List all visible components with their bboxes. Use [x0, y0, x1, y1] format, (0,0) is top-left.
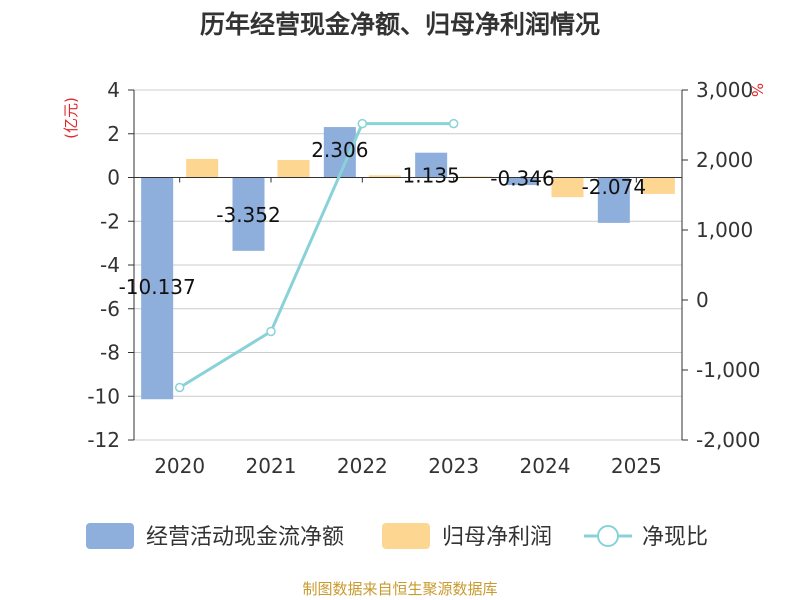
data-label: -3.352 — [216, 203, 280, 227]
bar-cash-flow — [232, 177, 265, 251]
data-labels-group: -10.137 -3.352 2.306 1.135 -0.346 -2.074 — [119, 138, 647, 299]
bars-group — [141, 127, 675, 400]
left-tick-label: -4 — [100, 253, 120, 277]
right-tick-label: 2,000 — [696, 148, 753, 172]
data-label: -10.137 — [119, 275, 196, 299]
right-tick-label: 0 — [696, 288, 709, 312]
left-tick-label: -2 — [100, 209, 120, 233]
x-tick-label: 2021 — [246, 454, 297, 478]
legend-label: 归母净利润 — [442, 525, 552, 550]
right-axis-unit: % — [748, 83, 766, 97]
data-label: 2.306 — [311, 138, 368, 162]
left-tick-label: -12 — [87, 428, 120, 452]
right-tick-label: -1,000 — [696, 358, 760, 382]
bar-net-profit — [460, 176, 493, 178]
right-tick-label: 3,000 — [696, 78, 753, 102]
bar-net-profit — [368, 175, 401, 178]
bar-cash-flow — [415, 152, 448, 178]
legend-swatch — [382, 523, 430, 549]
line-ratio — [178, 122, 454, 389]
x-tick-label: 2022 — [337, 454, 388, 478]
legend-label: 净现比 — [642, 525, 708, 550]
x-tick-label: 2020 — [154, 454, 205, 478]
line-group — [174, 118, 459, 393]
axes-group: 4 2 0 -2 -4 -6 -8 -10 -12 3,000 2,000 1,000 0 -1,000 -… — [87, 78, 760, 478]
left-tick-label: -8 — [100, 341, 120, 365]
data-label: -0.346 — [490, 167, 554, 191]
gridlines — [134, 89, 682, 441]
bar-cash-flow — [506, 177, 539, 186]
chart-title: 历年经营现金净额、归母净利润情况 — [200, 10, 600, 39]
left-tick-label: -6 — [100, 297, 120, 321]
bar-cash-flow — [141, 177, 174, 400]
x-tick-label: 2024 — [520, 454, 571, 478]
bar-net-profit — [642, 177, 675, 194]
line-point — [266, 326, 276, 337]
bar-net-profit — [551, 177, 584, 198]
bar-cash-flow — [597, 177, 630, 223]
x-tick-label: 2025 — [611, 454, 662, 478]
legend-swatch-marker — [597, 525, 619, 547]
bar-net-profit — [186, 158, 219, 178]
left-tick-label: 0 — [107, 166, 120, 190]
line-point — [448, 118, 459, 129]
legend-swatch — [86, 523, 134, 549]
legend-label: 经营活动现金流净额 — [146, 525, 344, 550]
data-label: 1.135 — [403, 164, 460, 188]
line-point — [357, 118, 368, 129]
right-tick-label: 1,000 — [696, 218, 753, 242]
left-axis-unit: (亿元) — [62, 97, 80, 139]
left-tick-label: 4 — [107, 78, 120, 102]
left-tick-label: -10 — [87, 384, 120, 408]
data-label: -2.074 — [582, 175, 646, 199]
line-point — [174, 382, 185, 393]
bar-net-profit — [277, 160, 310, 178]
legend: 经营活动现金流净额 归母净利润 净现比 — [86, 523, 708, 550]
footer-source: 制图数据来自恒生聚源数据库 — [302, 580, 498, 598]
right-tick-label: -2,000 — [696, 428, 760, 452]
x-tick-label: 2023 — [428, 454, 479, 478]
left-tick-label: 2 — [107, 122, 120, 146]
